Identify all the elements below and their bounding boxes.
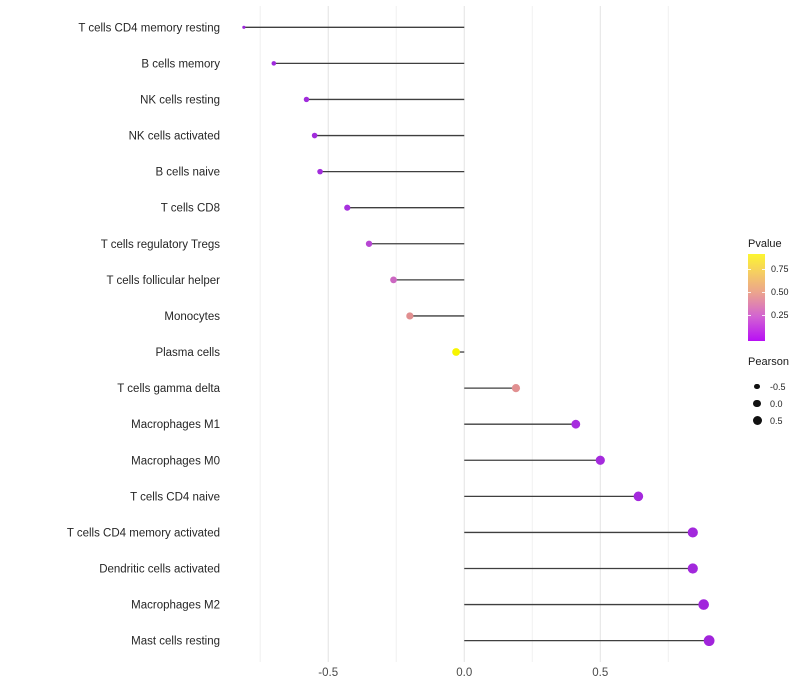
pearson-size-item: 0.0 <box>748 395 800 412</box>
y-axis-label: T cells CD4 memory activated <box>67 527 220 539</box>
pvalue-bar-tick-mark <box>762 269 765 270</box>
pearson-size-label: 0.0 <box>770 398 783 409</box>
dot <box>311 132 318 139</box>
pvalue-legend-title: Pvalue <box>748 238 782 250</box>
dot <box>242 25 246 29</box>
y-axis-label: T cells CD4 memory resting <box>78 22 220 34</box>
pearson-dot-box <box>748 416 766 425</box>
y-axis-label: T cells follicular helper <box>106 275 220 287</box>
y-axis-label: Macrophages M0 <box>131 455 220 467</box>
y-axis-label: NK cells activated <box>129 131 220 143</box>
dot <box>365 240 373 247</box>
dot <box>687 563 698 574</box>
pvalue-tick-label: 0.25 <box>771 310 789 320</box>
y-axis-label: NK cells resting <box>140 94 220 106</box>
dot <box>571 419 581 429</box>
x-axis-tick-label: 0.5 <box>592 667 608 679</box>
dot <box>595 455 605 465</box>
y-axis-label: B cells naive <box>155 167 220 179</box>
pvalue-legend: Pvalue 0.75 0.50 0.25 <box>748 238 800 341</box>
dot <box>698 599 709 610</box>
y-axis-label: Macrophages M1 <box>131 419 220 431</box>
dot <box>317 168 323 175</box>
y-axis-label: Mast cells resting <box>131 636 220 648</box>
pvalue-bar-tick-mark <box>748 292 751 293</box>
pearson-dot-icon <box>752 416 762 425</box>
dot <box>633 491 644 502</box>
y-axis-label: T cells CD8 <box>161 203 220 215</box>
pearson-dot-icon <box>754 383 760 390</box>
pvalue-bar-tick-mark <box>748 315 751 316</box>
dot <box>511 384 521 393</box>
pearson-size-label: -0.5 <box>770 381 786 392</box>
pearson-dot-box <box>748 383 766 390</box>
dot <box>344 204 351 211</box>
dot <box>703 635 715 647</box>
y-axis-label: T cells gamma delta <box>117 383 220 395</box>
pearson-size-item: 0.5 <box>748 412 800 429</box>
pearson-size-item: -0.5 <box>748 378 800 395</box>
pearson-size-label: 0.5 <box>770 415 783 426</box>
y-axis-label: Plasma cells <box>155 347 220 359</box>
pvalue-bar-tick-mark <box>748 269 751 270</box>
pvalue-gradient-bar: 0.75 0.50 0.25 <box>748 254 789 341</box>
y-axis-label: Dendritic cells activated <box>99 564 220 576</box>
pearson-dot-box <box>748 399 766 408</box>
pvalue-tick-label: 0.75 <box>771 264 789 274</box>
pvalue-tick-label: 0.50 <box>771 287 789 297</box>
y-axis-label: Monocytes <box>164 311 220 323</box>
dot <box>390 276 397 284</box>
dot <box>452 348 460 356</box>
pearson-legend-title: Pearson <box>748 356 789 368</box>
pearson-legend: Pearson -0.5 0.0 0.5 <box>748 356 800 429</box>
dot <box>687 527 698 538</box>
x-axis-tick-label: -0.5 <box>318 667 338 679</box>
dot <box>406 312 414 320</box>
x-axis-tick-label: 0.0 <box>456 667 472 679</box>
dot <box>303 96 310 103</box>
y-axis-label: Macrophages M2 <box>131 600 220 612</box>
y-axis-label: B cells memory <box>141 58 220 70</box>
y-axis-label: T cells regulatory Tregs <box>101 239 221 251</box>
pvalue-bar-tick-mark <box>762 292 765 293</box>
pearson-dot-icon <box>753 399 761 408</box>
dot <box>271 61 277 66</box>
pearson-size-items: -0.5 0.0 0.5 <box>748 378 800 429</box>
pvalue-bar-tick-mark <box>762 315 765 316</box>
y-axis-label: T cells CD4 naive <box>130 491 220 503</box>
